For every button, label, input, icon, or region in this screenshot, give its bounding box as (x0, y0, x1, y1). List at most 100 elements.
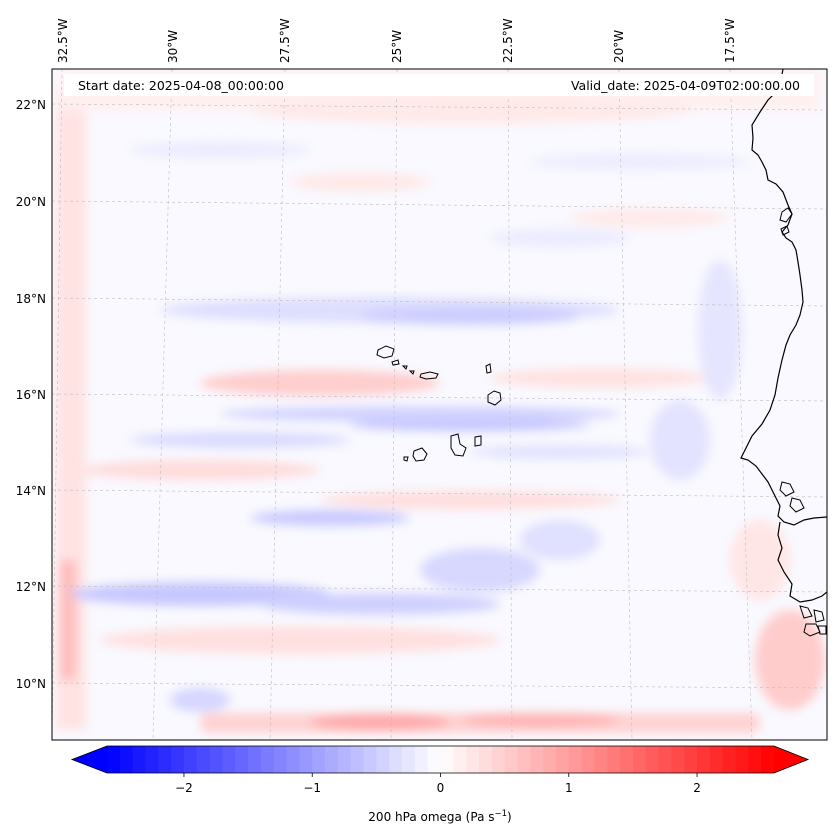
colorbar-cell (209, 746, 224, 773)
colorbar-cell (581, 746, 596, 773)
omega-negative-patch (220, 406, 620, 422)
omega-negative-patch (170, 688, 230, 712)
colorbar-cell (132, 746, 147, 773)
omega-negative-patch (350, 419, 590, 431)
grid-line-lon (152, 69, 173, 740)
coastal-island-outline (799, 605, 813, 619)
colorbar-cell (158, 746, 172, 773)
colorbar-cell (735, 746, 749, 773)
colorbar-cell (107, 746, 121, 773)
coastal-island-outline (803, 623, 821, 637)
coastal-island-outline (780, 225, 790, 236)
colorbar-cell (222, 746, 236, 773)
lat-label: 10°N (16, 677, 46, 691)
omega-positive-patch (250, 96, 690, 124)
lat-label: 20°N (16, 195, 46, 209)
island-santo-antao (376, 345, 395, 359)
lat-label: 12°N (16, 580, 46, 594)
omega-positive-patch (290, 172, 430, 192)
colorbar-cell (658, 746, 672, 773)
colorbar-cell (453, 746, 467, 773)
lon-label: 22.5°W (501, 18, 515, 63)
coastal-island-outline (813, 609, 825, 623)
island-santiago (450, 433, 467, 457)
omega-positive-patch (100, 626, 500, 654)
colorbar-cell (119, 746, 134, 773)
lon-label: 30°W (166, 30, 180, 63)
colorbar-cell (671, 746, 685, 773)
graticule (52, 69, 827, 740)
colorbar-cell (248, 746, 262, 773)
colorbar-cell (440, 746, 454, 773)
omega-positive-patch (60, 560, 76, 680)
omega-negative-patch (130, 432, 350, 448)
lat-label: 16°N (16, 388, 46, 402)
lon-label: 32.5°W (56, 18, 70, 63)
colorbar-cell (491, 746, 506, 773)
omega-negative-patch (420, 548, 540, 592)
colorbar-cell (466, 746, 480, 773)
coastline (740, 69, 827, 526)
longitude-labels: 32.5°W 30°W 27.5°W 25°W 22.5°W 20°W 17.5… (56, 18, 737, 63)
colorbar-tick-label: −1 (303, 781, 321, 795)
island-islet (408, 370, 415, 375)
colorbar-label-close: ) (507, 810, 512, 824)
omega-negative-patch (490, 229, 630, 247)
omega-negative-patch (260, 593, 500, 615)
colorbar-cell (414, 746, 429, 773)
colorbar-cell (171, 746, 185, 773)
colorbar-cell (594, 746, 608, 773)
colorbar-cell (697, 746, 711, 773)
grid-line-lon (507, 69, 513, 740)
omega-negative-patch (70, 582, 330, 606)
colorbar-cell (260, 746, 275, 773)
colorbar-label-text: 200 hPa omega (Pa s (368, 810, 494, 824)
grid-line-lon (618, 69, 633, 740)
omega-positive-patch (570, 208, 730, 228)
lat-label: 18°N (16, 292, 46, 306)
colorbar-cell (543, 746, 557, 773)
colorbar-cell (299, 746, 313, 773)
colorbar-cell (530, 746, 544, 773)
omega-negative-patch (520, 520, 600, 560)
colorbar-cell (645, 746, 660, 773)
coastal-island-outline (779, 207, 793, 223)
colorbar-cell (748, 746, 762, 773)
island-maio (474, 435, 482, 447)
colorbar-cell (568, 746, 583, 773)
colorbar-cell (273, 746, 288, 773)
cabo-verde-islands (376, 345, 502, 462)
omega-negative-patch (698, 260, 742, 400)
island-boa-vista (487, 390, 502, 406)
omega-positive-patch (320, 491, 620, 509)
colorbar-cell (684, 746, 698, 773)
island-sao-vicente (391, 359, 400, 366)
grid-line-lon (729, 69, 753, 740)
colorbar-cell (363, 746, 377, 773)
colorbar-cell (389, 746, 403, 773)
colorbar-cell (620, 746, 634, 773)
colorbar-cells (72, 746, 808, 773)
island-sal (485, 363, 492, 374)
colorbar-cell (312, 746, 326, 773)
colorbar-cell (235, 746, 249, 773)
colorbar-tick-label: 1 (565, 781, 573, 795)
colorbar-cell (761, 746, 775, 773)
omega-positive-patch (490, 368, 710, 388)
start-date-label: Start date: 2025-04-08_00:00:00 (78, 78, 284, 93)
omega-negative-patch (130, 142, 310, 158)
island-santa-luzia (401, 365, 408, 370)
coastal-island-outline (779, 481, 795, 497)
lat-label: 14°N (16, 484, 46, 498)
colorbar-cell (325, 746, 339, 773)
colorbar-outline (70, 745, 810, 774)
map-panel: Start date: 2025-04-08_00:00:00 Valid_da… (51, 68, 828, 741)
colorbar-cell (722, 746, 737, 773)
valid-date-label: Valid_date: 2025-04-09T02:00:00.00 (571, 78, 800, 93)
colorbar-label-exponent: −1 (494, 809, 507, 819)
colorbar-tick-label: −2 (175, 781, 193, 795)
colorbar-cell (632, 746, 647, 773)
omega-negative-patch (650, 400, 710, 480)
omega-positive-patch (310, 714, 450, 730)
colorbar-cell (607, 746, 621, 773)
